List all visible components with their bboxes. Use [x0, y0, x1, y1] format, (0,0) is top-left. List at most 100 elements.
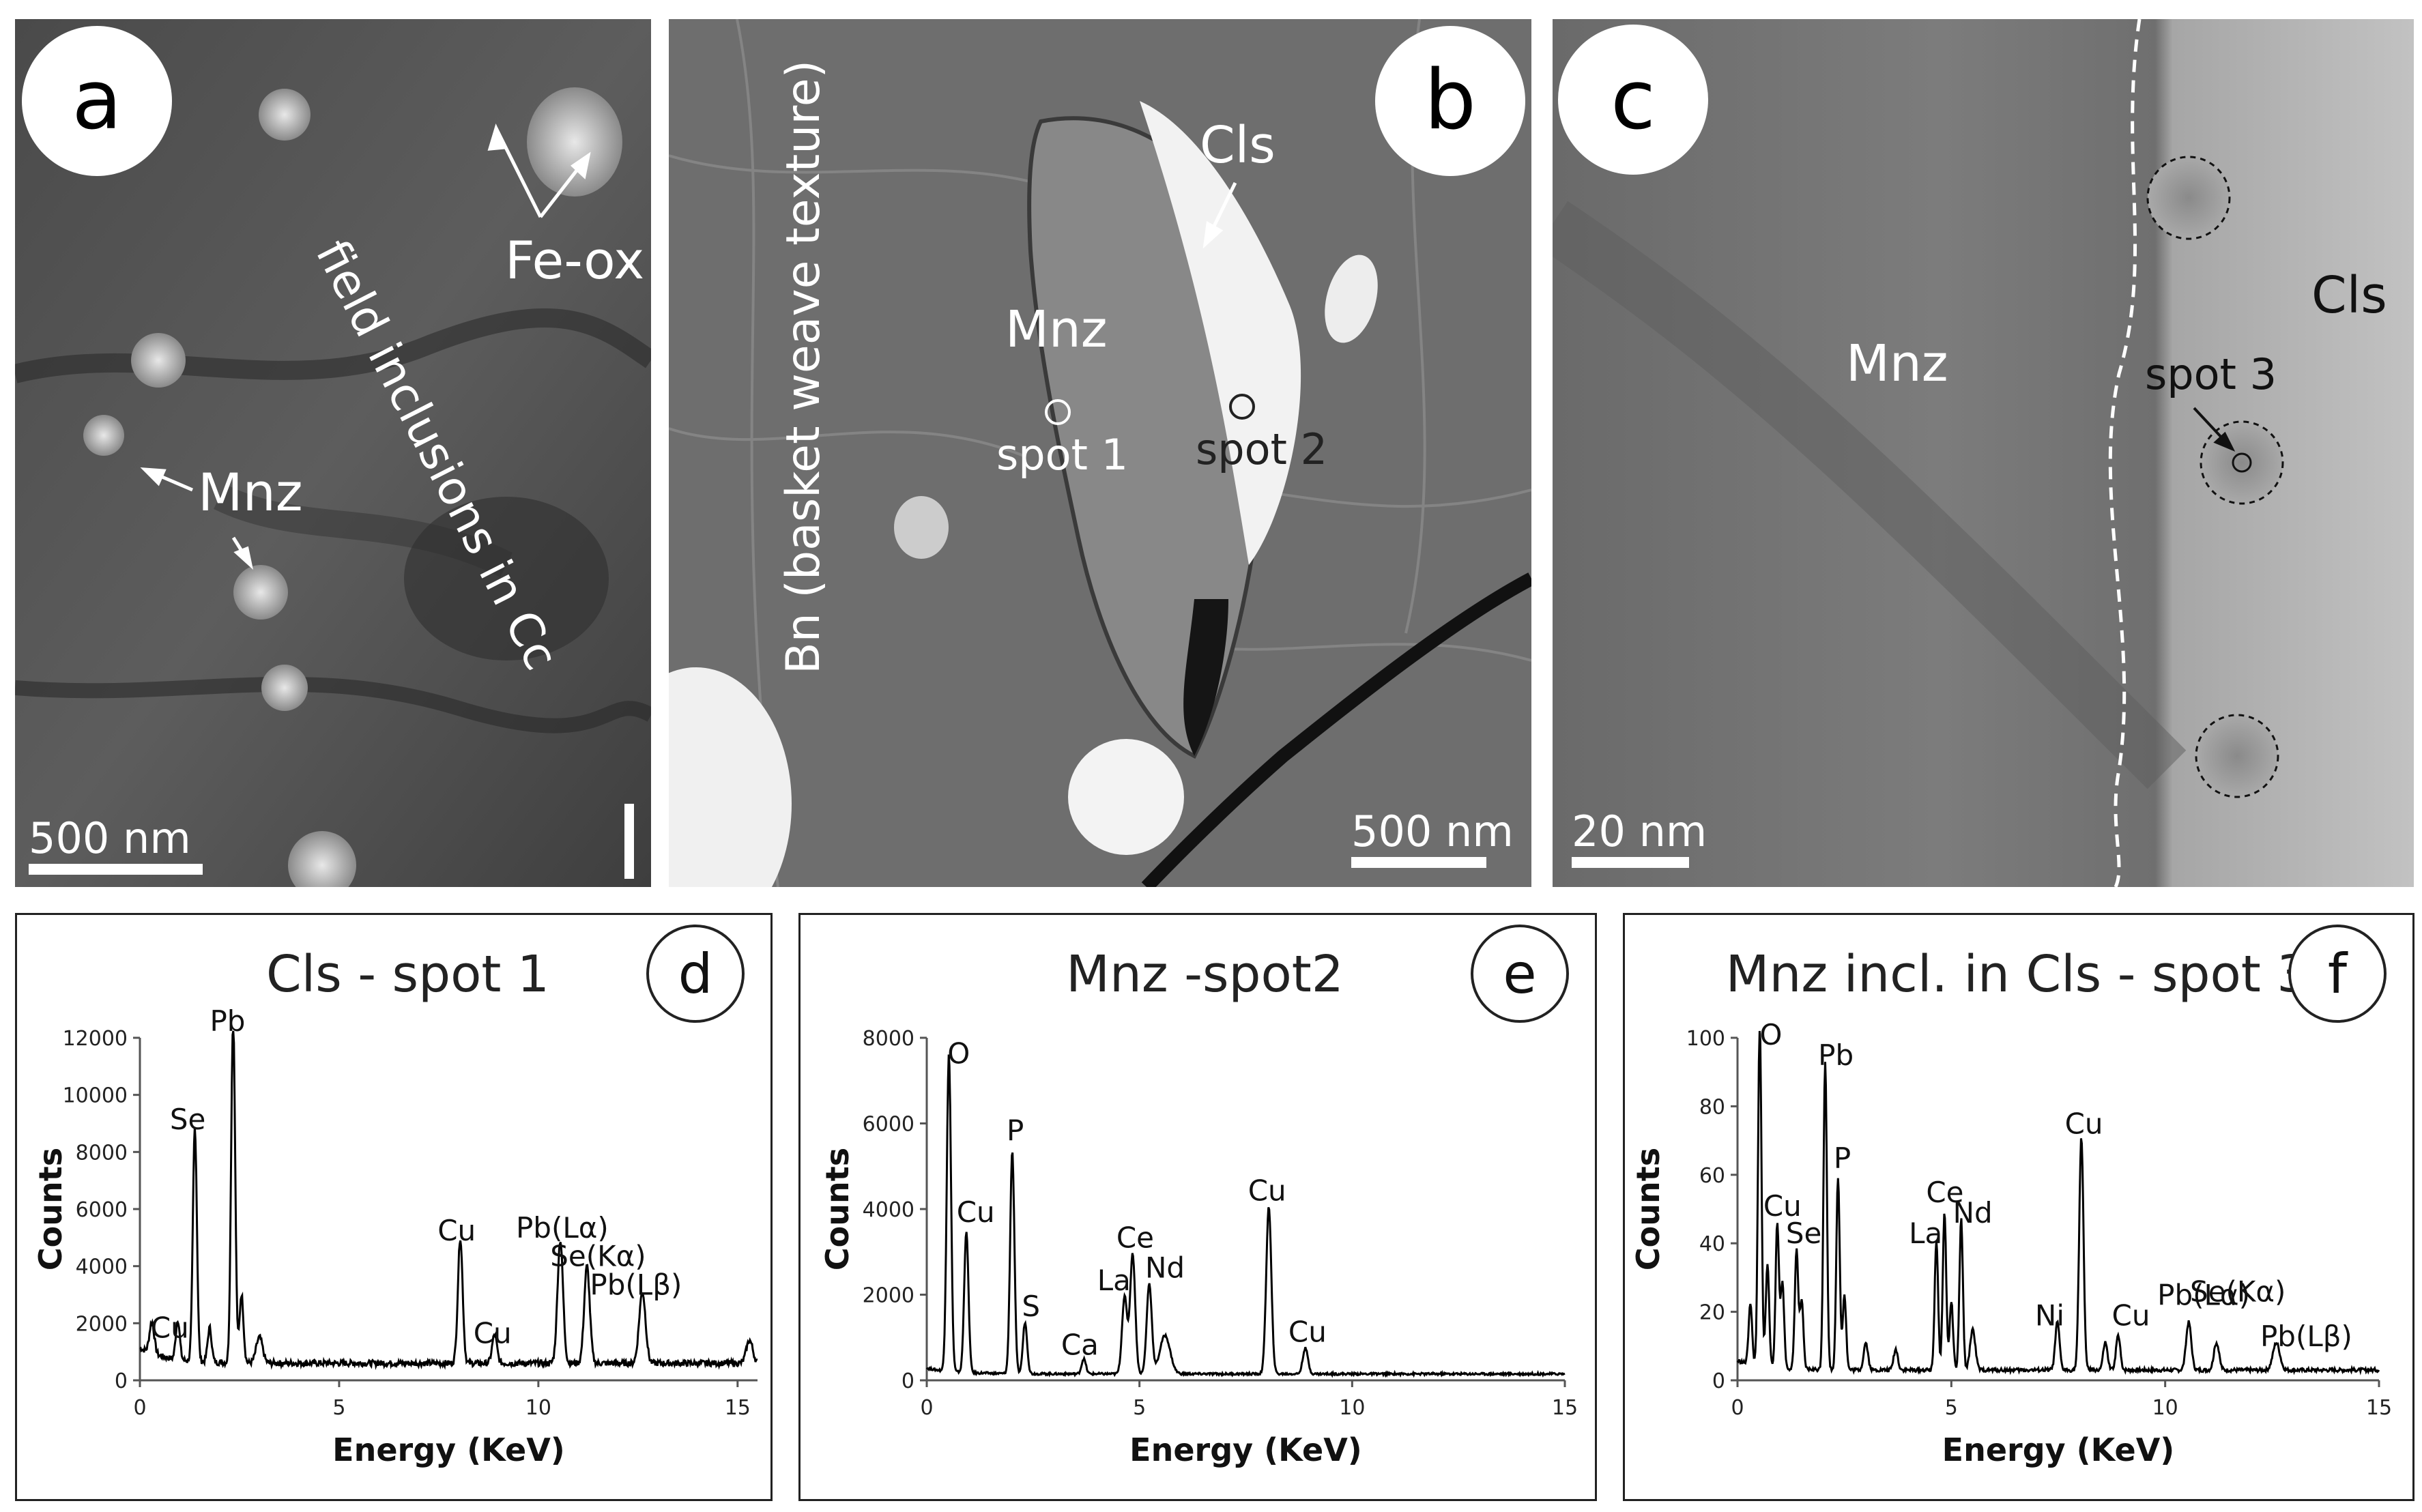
y-tick-label: 6000 [76, 1198, 128, 1222]
x-tick-label: 5 [1133, 1396, 1146, 1420]
panel-b-scale-label: 500 nm [1351, 806, 1514, 856]
panel-b-scale-bar [1351, 857, 1486, 868]
spectrum-f-svg: Mnz incl. in Cls - spot 3 f 0 20 40 60 80 100 0 5… [1630, 925, 2392, 1468]
x-tick-label: 0 [133, 1396, 146, 1420]
peak-label: Pb(Lβ) [2260, 1320, 2352, 1353]
y-axis-label: Counts [32, 1148, 69, 1270]
peak-label: P [1007, 1114, 1024, 1148]
spectrum-title: Mnz incl. in Cls - spot 3 [1726, 945, 2309, 1004]
peak-label: Ni [2035, 1299, 2064, 1333]
y-tick-label: 2000 [863, 1284, 914, 1308]
panel-e-spectrum: Mnz -spot2 e 0 2000 4000 6000 8000 0 5 10 15 Energy… [798, 913, 1597, 1501]
peak-label: Pb [210, 1004, 245, 1038]
spectrum-e-svg: Mnz -spot2 e 0 2000 4000 6000 8000 0 5 10 15 Energy… [819, 925, 1578, 1468]
x-tick-label: 15 [1552, 1396, 1578, 1420]
x-tick-label: 15 [2366, 1396, 2392, 1420]
x-axis-label: Energy (KeV) [1942, 1431, 2175, 1468]
panel-c-spot3-label: spot 3 [2145, 349, 2277, 399]
panel-b-bn-label: Bn (basket weave texture) [777, 60, 831, 674]
panel-d-spectrum: Cls - spot 1 d 0 2000 4000 6000 8000 10000 12000… [15, 913, 773, 1501]
peak-label: Ca [1061, 1328, 1099, 1361]
spectrum-title: Cls - spot 1 [266, 945, 549, 1004]
peak-label: P [1834, 1142, 1851, 1175]
panel-a-mnz-label: Mnz [198, 462, 303, 523]
x-tick-label: 0 [920, 1396, 933, 1420]
panel-label: d [678, 942, 713, 1006]
panel-c-mnz-label: Mnz [1846, 334, 1948, 393]
peak-label: Cu [957, 1195, 995, 1229]
panel-label: f [2328, 942, 2348, 1006]
spectrum-line [139, 1030, 758, 1371]
peak-label: O [947, 1037, 970, 1071]
x-tick-label: 5 [1945, 1396, 1958, 1420]
panel-label: e [1503, 942, 1536, 1006]
peak-label: Nd [1953, 1196, 1993, 1230]
panel-b-micrograph: b Cls Mnz spot 1 spot 2 Bn (basket weave… [669, 19, 1531, 887]
y-axis-label: Counts [1630, 1148, 1667, 1270]
peak-label: Cu [2112, 1299, 2150, 1333]
peak-label: Pb(Lβ) [590, 1268, 682, 1302]
y-tick-label: 8000 [863, 1027, 914, 1051]
y-tick-label: 0 [902, 1369, 914, 1393]
panel-badge [1471, 925, 1569, 1023]
peak-label: Se(Kα) [550, 1240, 646, 1273]
spectrum-title: Mnz -spot2 [1066, 945, 1344, 1004]
panel-c-micrograph: c Mnz Cls spot 3 20 nm [1553, 19, 2414, 887]
panel-a-scale-bar [29, 864, 203, 875]
panel-c-cls-label: Cls [2311, 266, 2387, 325]
panel-c-label: c [1611, 53, 1656, 148]
y-tick-label: 0 [115, 1369, 128, 1393]
panel-f-spectrum: Mnz incl. in Cls - spot 3 f 0 20 40 60 80 100 0 5… [1623, 913, 2414, 1501]
y-tick-label: 100 [1686, 1027, 1725, 1051]
y-tick-label: 8000 [76, 1141, 128, 1165]
panel-a-micrograph: a Fe-ox Mnz field inclusions in Cc 500 n… [15, 19, 651, 887]
peak-label: La [1909, 1217, 1942, 1250]
peak-label: Nd [1145, 1251, 1185, 1284]
y-tick-label: 0 [1712, 1369, 1725, 1393]
x-tick-label: 15 [725, 1396, 751, 1420]
x-tick-label: 0 [1731, 1396, 1744, 1420]
x-axis-label: Energy (KeV) [332, 1431, 565, 1468]
y-axis-label: Counts [819, 1148, 856, 1270]
panel-badge [646, 925, 745, 1023]
peak-label: S [1022, 1290, 1040, 1323]
x-tick-label: 10 [2152, 1396, 2178, 1420]
panel-badge [2288, 925, 2387, 1023]
y-tick-label: 20 [1699, 1301, 1725, 1325]
y-tick-label: 12000 [63, 1027, 128, 1051]
y-tick-label: 10000 [63, 1084, 128, 1108]
peak-label: O [1759, 1018, 1782, 1051]
peak-label: Cu [2065, 1107, 2103, 1141]
panel-a-image: a Fe-ox Mnz field inclusions in Cc 500 n… [15, 19, 651, 887]
panel-b-mnz-label: Mnz [1005, 300, 1108, 359]
panel-c-scale-bar [1572, 857, 1689, 868]
spectrum-d-svg: Cls - spot 1 d 0 2000 4000 6000 8000 10000 12000… [32, 925, 758, 1468]
x-axis-label: Energy (KeV) [1129, 1431, 1362, 1468]
peak-label: Se [170, 1103, 206, 1136]
y-tick-label: 4000 [863, 1198, 914, 1222]
panel-b-spot2-label: spot 2 [1196, 424, 1327, 474]
spot-1-marker [1045, 399, 1071, 425]
y-tick-label: 6000 [863, 1113, 914, 1137]
peak-label: Pb [1818, 1038, 1854, 1072]
panel-c-image: c Mnz Cls spot 3 20 nm [1553, 19, 2414, 887]
peak-label: Cu [437, 1214, 476, 1247]
panel-a-label: a [72, 53, 122, 148]
peak-label: Cu [1763, 1189, 1802, 1223]
panel-b-label: b [1424, 53, 1476, 148]
spectrum-line [925, 1054, 1566, 1378]
y-tick-label: 2000 [76, 1312, 128, 1336]
peak-label: Se [1786, 1217, 1822, 1250]
panel-b-cls-label: Cls [1200, 116, 1275, 175]
peak-label: Ce [1116, 1221, 1154, 1254]
peak-label: La [1097, 1264, 1131, 1297]
spot-2-marker [1229, 394, 1255, 420]
peak-label: Ce [1926, 1176, 1963, 1209]
y-tick-label: 4000 [76, 1255, 128, 1279]
x-tick-label: 10 [1339, 1396, 1365, 1420]
peak-label: Pb(Lα) [516, 1211, 609, 1245]
y-tick-label: 80 [1699, 1095, 1725, 1119]
peak-label: Se(Kα) [2190, 1275, 2286, 1309]
y-tick-label: 40 [1699, 1232, 1725, 1256]
x-tick-label: 5 [332, 1396, 345, 1420]
